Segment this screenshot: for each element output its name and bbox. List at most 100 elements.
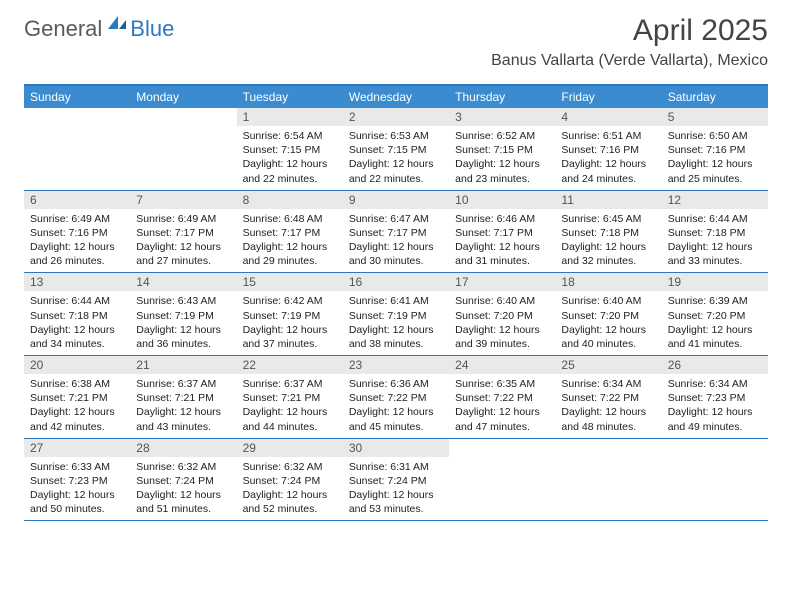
daylight-line: Daylight: 12 hours and 50 minutes. [30,488,124,516]
day-number: 25 [555,356,661,374]
calendar-cell: 18Sunrise: 6:40 AMSunset: 7:20 PMDayligh… [555,273,661,355]
day-detail: Sunrise: 6:32 AMSunset: 7:24 PMDaylight:… [237,457,343,521]
sunrise-line: Sunrise: 6:39 AM [668,294,762,308]
daylight-line: Daylight: 12 hours and 39 minutes. [455,323,549,351]
day-detail: Sunrise: 6:52 AMSunset: 7:15 PMDaylight:… [449,126,555,190]
sunrise-line: Sunrise: 6:37 AM [243,377,337,391]
day-detail: Sunrise: 6:40 AMSunset: 7:20 PMDaylight:… [555,291,661,355]
day-number: 23 [343,356,449,374]
day-number: 10 [449,191,555,209]
day-number: 21 [130,356,236,374]
day-detail: Sunrise: 6:53 AMSunset: 7:15 PMDaylight:… [343,126,449,190]
sunrise-line: Sunrise: 6:42 AM [243,294,337,308]
calendar-cell-empty [130,108,236,190]
calendar-cell: 12Sunrise: 6:44 AMSunset: 7:18 PMDayligh… [662,191,768,273]
day-number: 16 [343,273,449,291]
sunset-line: Sunset: 7:15 PM [349,143,443,157]
sunrise-line: Sunrise: 6:34 AM [668,377,762,391]
day-detail: Sunrise: 6:45 AMSunset: 7:18 PMDaylight:… [555,209,661,273]
calendar-cell: 8Sunrise: 6:48 AMSunset: 7:17 PMDaylight… [237,191,343,273]
calendar-cell: 17Sunrise: 6:40 AMSunset: 7:20 PMDayligh… [449,273,555,355]
day-detail: Sunrise: 6:44 AMSunset: 7:18 PMDaylight:… [24,291,130,355]
sunset-line: Sunset: 7:20 PM [561,309,655,323]
daylight-line: Daylight: 12 hours and 48 minutes. [561,405,655,433]
sunset-line: Sunset: 7:20 PM [455,309,549,323]
logo-text-blue: Blue [130,16,174,42]
day-detail: Sunrise: 6:38 AMSunset: 7:21 PMDaylight:… [24,374,130,438]
day-detail: Sunrise: 6:32 AMSunset: 7:24 PMDaylight:… [130,457,236,521]
calendar-cell: 9Sunrise: 6:47 AMSunset: 7:17 PMDaylight… [343,191,449,273]
daylight-line: Daylight: 12 hours and 42 minutes. [30,405,124,433]
logo-sail-icon [106,14,128,37]
day-number: 22 [237,356,343,374]
sunrise-line: Sunrise: 6:52 AM [455,129,549,143]
day-header: Saturday [662,86,768,108]
daylight-line: Daylight: 12 hours and 24 minutes. [561,157,655,185]
day-detail: Sunrise: 6:41 AMSunset: 7:19 PMDaylight:… [343,291,449,355]
calendar-cell: 25 Sunrise: 6:34 AMSunset: 7:22 PMDayligh… [555,356,661,438]
day-header: Thursday [449,86,555,108]
daylight-line: Daylight: 12 hours and 43 minutes. [136,405,230,433]
sunrise-line: Sunrise: 6:44 AM [30,294,124,308]
day-number: 28 [130,439,236,457]
calendar-cell: 30Sunrise: 6:31 AMSunset: 7:24 PMDayligh… [343,439,449,521]
sunrise-line: Sunrise: 6:38 AM [30,377,124,391]
sunrise-line: Sunrise: 6:54 AM [243,129,337,143]
day-detail: Sunrise: 6:39 AMSunset: 7:20 PMDaylight:… [662,291,768,355]
sunset-line: Sunset: 7:19 PM [349,309,443,323]
day-detail: Sunrise: 6:36 AMSunset: 7:22 PMDaylight:… [343,374,449,438]
sunset-line: Sunset: 7:17 PM [136,226,230,240]
daylight-line: Daylight: 12 hours and 27 minutes. [136,240,230,268]
day-header: Friday [555,86,661,108]
calendar-cell: 20Sunrise: 6:38 AMSunset: 7:21 PMDayligh… [24,356,130,438]
day-number: 24 [449,356,555,374]
sunrise-line: Sunrise: 6:49 AM [136,212,230,226]
calendar-cell: 11Sunrise: 6:45 AMSunset: 7:18 PMDayligh… [555,191,661,273]
day-detail: Sunrise: 6:35 AMSunset: 7:22 PMDaylight:… [449,374,555,438]
sunrise-line: Sunrise: 6:32 AM [243,460,337,474]
title-block: April 2025 Banus Vallarta (Verde Vallart… [491,14,768,70]
sunrise-line: Sunrise: 6:49 AM [30,212,124,226]
day-number: 27 [24,439,130,457]
sunset-line: Sunset: 7:18 PM [561,226,655,240]
calendar-cell: 28Sunrise: 6:32 AMSunset: 7:24 PMDayligh… [130,439,236,521]
sunrise-line: Sunrise: 6:46 AM [455,212,549,226]
day-detail: Sunrise: 6:44 AMSunset: 7:18 PMDaylight:… [662,209,768,273]
day-detail: Sunrise: 6:43 AMSunset: 7:19 PMDaylight:… [130,291,236,355]
day-number: 5 [662,108,768,126]
daylight-line: Daylight: 12 hours and 34 minutes. [30,323,124,351]
sunset-line: Sunset: 7:20 PM [668,309,762,323]
sunset-line: Sunset: 7:22 PM [561,391,655,405]
daylight-line: Daylight: 12 hours and 33 minutes. [668,240,762,268]
daylight-line: Daylight: 12 hours and 47 minutes. [455,405,549,433]
day-number: 11 [555,191,661,209]
daylight-line: Daylight: 12 hours and 22 minutes. [349,157,443,185]
day-detail: Sunrise: 6:47 AMSunset: 7:17 PMDaylight:… [343,209,449,273]
day-header: Sunday [24,86,130,108]
calendar-cell: 10Sunrise: 6:46 AMSunset: 7:17 PMDayligh… [449,191,555,273]
calendar-cell: 26Sunrise: 6:34 AMSunset: 7:23 PMDayligh… [662,356,768,438]
sunset-line: Sunset: 7:21 PM [243,391,337,405]
daylight-line: Daylight: 12 hours and 49 minutes. [668,405,762,433]
sunrise-line: Sunrise: 6:47 AM [349,212,443,226]
sunrise-line: Sunrise: 6:34 AM [561,377,655,391]
sunset-line: Sunset: 7:22 PM [349,391,443,405]
sunset-line: Sunset: 7:19 PM [136,309,230,323]
header: General Blue April 2025 Banus Vallarta (… [0,0,792,76]
calendar-cell: 7Sunrise: 6:49 AMSunset: 7:17 PMDaylight… [130,191,236,273]
calendar-cell: 21Sunrise: 6:37 AMSunset: 7:21 PMDayligh… [130,356,236,438]
day-number: 13 [24,273,130,291]
calendar-cell: 15Sunrise: 6:42 AMSunset: 7:19 PMDayligh… [237,273,343,355]
sunset-line: Sunset: 7:23 PM [30,474,124,488]
daylight-line: Daylight: 12 hours and 30 minutes. [349,240,443,268]
day-detail: Sunrise: 6:34 AMSunset: 7:23 PMDaylight:… [662,374,768,438]
day-detail: Sunrise: 6:46 AMSunset: 7:17 PMDaylight:… [449,209,555,273]
sunset-line: Sunset: 7:16 PM [668,143,762,157]
sunset-line: Sunset: 7:22 PM [455,391,549,405]
daylight-line: Daylight: 12 hours and 23 minutes. [455,157,549,185]
sunrise-line: Sunrise: 6:35 AM [455,377,549,391]
sunset-line: Sunset: 7:21 PM [30,391,124,405]
calendar-cell: 23Sunrise: 6:36 AMSunset: 7:22 PMDayligh… [343,356,449,438]
week-row: 20Sunrise: 6:38 AMSunset: 7:21 PMDayligh… [24,356,768,439]
day-detail: Sunrise: 6:48 AMSunset: 7:17 PMDaylight:… [237,209,343,273]
